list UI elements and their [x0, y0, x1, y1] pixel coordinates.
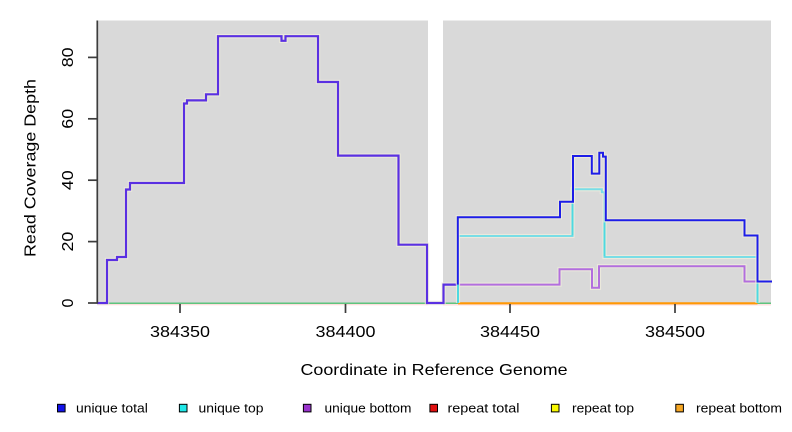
svg-text:repeat bottom: repeat bottom — [696, 401, 782, 416]
svg-text:unique bottom: unique bottom — [325, 401, 412, 416]
svg-text:384500: 384500 — [645, 324, 705, 341]
svg-text:384400: 384400 — [316, 324, 376, 341]
svg-text:40: 40 — [60, 170, 77, 190]
svg-text:20: 20 — [60, 232, 77, 252]
svg-text:repeat total: repeat total — [448, 401, 520, 416]
svg-text:384450: 384450 — [480, 324, 540, 341]
svg-text:80: 80 — [60, 47, 77, 67]
svg-text:Coordinate in Reference Genome: Coordinate in Reference Genome — [301, 362, 568, 379]
svg-text:repeat top: repeat top — [572, 401, 634, 416]
svg-text:unique top: unique top — [199, 401, 264, 416]
svg-text:Read Coverage Depth: Read Coverage Depth — [23, 79, 40, 257]
svg-text:384350: 384350 — [150, 324, 210, 341]
svg-text:0: 0 — [60, 298, 77, 307]
svg-text:60: 60 — [60, 109, 77, 129]
svg-text:unique total: unique total — [76, 401, 148, 416]
